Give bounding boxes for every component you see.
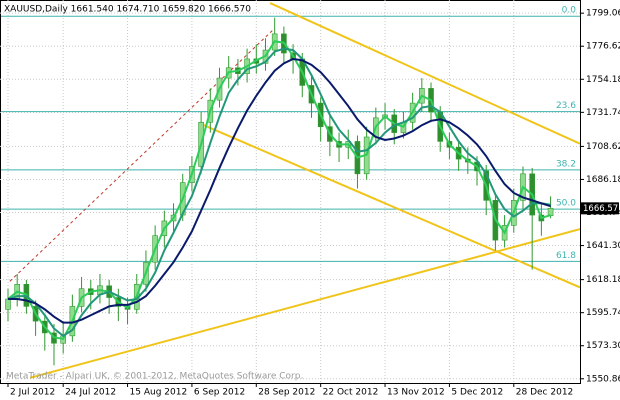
x-tick-label: 28 Dec 2012 [516, 388, 574, 398]
y-tick-label: 1776.62 [586, 42, 620, 52]
fib-label: 38.2 [556, 159, 576, 169]
x-tick-label: 2 Jul 2012 [10, 388, 55, 398]
y-tick-label: 1641.30 [586, 241, 620, 251]
x-tick-label: 22 Oct 2012 [323, 388, 379, 398]
price-tag [581, 202, 619, 215]
y-tick-label: 1550.86 [586, 374, 620, 384]
y-tick-label: 1731.74 [586, 108, 620, 118]
chart-header: XAUUSD,Daily 1661.540 1674.710 1659.820 … [4, 5, 251, 15]
plot-area [1, 2, 580, 379]
x-tick-label: 6 Sep 2012 [194, 388, 245, 398]
candle-body [5, 298, 11, 310]
y-tick-label: 1573.30 [586, 341, 620, 351]
y-tick-label: 1686.18 [586, 175, 620, 185]
x-tick-label: 13 Nov 2012 [387, 388, 445, 398]
x-tick-label: 5 Dec 2012 [451, 388, 503, 398]
price-tag-label: 1666.57 [583, 204, 618, 214]
moving-average [7, 40, 551, 340]
x-tick-label: 28 Sep 2012 [258, 388, 315, 398]
moving-average [8, 57, 551, 324]
trend-line [9, 27, 276, 282]
axes: 1799.06 1776.62 1754.18 1731.74 1708.62 1686.… [7, 6, 620, 398]
trend-line [269, 2, 580, 145]
x-tick-label: 15 Aug 2012 [130, 388, 188, 398]
y-tick-label: 1799.06 [586, 9, 620, 19]
y-tick-label: 1754.18 [586, 75, 620, 85]
y-tick-label: 1595.74 [586, 308, 620, 318]
fib-label: 23.6 [556, 101, 576, 111]
watermark: MetaTrader - Alpari UK, © 2001-2012, Met… [6, 372, 303, 382]
fib-label: 0.0 [562, 6, 577, 16]
fib-label: 61.8 [556, 251, 576, 261]
trend-line [199, 122, 580, 289]
fib-label: 50.0 [556, 199, 576, 209]
y-tick-label: 1708.62 [586, 142, 620, 152]
trend-line [29, 228, 580, 379]
x-tick-label: 24 Jul 2012 [65, 388, 116, 398]
y-tick-label: 1618.18 [586, 275, 620, 285]
moving-average [7, 47, 551, 338]
